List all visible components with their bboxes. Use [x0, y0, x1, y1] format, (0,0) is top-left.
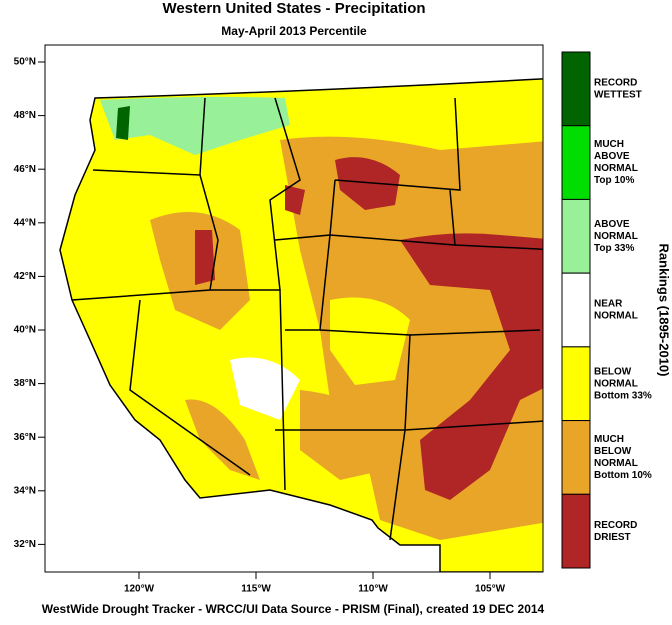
- legend-label: Top 10%: [594, 175, 634, 186]
- legend-label: MUCH: [594, 139, 624, 150]
- legend-swatch: [561, 125, 591, 200]
- legend-swatch: [561, 420, 591, 495]
- lat-label: 34°N: [14, 485, 36, 496]
- legend-label: Bottom 33%: [594, 390, 652, 401]
- legend-label: BELOW: [594, 366, 632, 377]
- legend-label: NEAR: [594, 299, 623, 310]
- lon-label: 105°W: [475, 584, 506, 595]
- lat-label: 38°N: [14, 378, 36, 389]
- subtitle: May-April 2013 Percentile: [221, 24, 367, 38]
- legend-title: Rankings (1895-2010): [657, 244, 672, 377]
- legend-label: WETTEST: [594, 89, 642, 100]
- footer: WestWide Drought Tracker - WRCC/UI Data …: [42, 602, 545, 616]
- legend-label: NORMAL: [594, 231, 638, 242]
- title: Western United States - Precipitation: [162, 0, 425, 17]
- lat-label: 46°N: [14, 164, 36, 175]
- legend-label: RECORD: [594, 520, 637, 531]
- legend-label: MUCH: [594, 434, 624, 445]
- legend-swatch: [561, 51, 591, 127]
- lon-label: 110°W: [358, 584, 388, 595]
- legend-label: Top 33%: [594, 243, 634, 254]
- legend-label: NORMAL: [594, 311, 638, 322]
- legend-label: NORMAL: [594, 163, 638, 174]
- legend-swatch: [561, 493, 591, 569]
- legend-label: ABOVE: [594, 151, 630, 162]
- lat-label: 40°N: [14, 325, 36, 336]
- legend-label: BELOW: [594, 446, 632, 457]
- lat-label: 32°N: [14, 539, 36, 550]
- lon-label: 115°W: [241, 584, 271, 595]
- legend-swatch: [561, 272, 591, 348]
- legend-label: DRIEST: [594, 532, 631, 543]
- legend-label: NORMAL: [594, 378, 638, 389]
- map-frame: [44, 44, 544, 573]
- legend-label: RECORD: [594, 77, 637, 88]
- legend-swatch: [561, 346, 591, 422]
- legend-label: Bottom 10%: [594, 470, 652, 481]
- lat-label: 48°N: [14, 110, 36, 121]
- lat-label: 42°N: [14, 271, 36, 282]
- map: [45, 45, 543, 572]
- legend-label: ABOVE: [594, 219, 630, 230]
- lon-label: 120°W: [124, 584, 155, 595]
- legend-label: NORMAL: [594, 458, 638, 469]
- lat-label: 50°N: [14, 57, 36, 68]
- legend-swatch: [561, 198, 591, 274]
- lat-label: 44°N: [14, 217, 36, 228]
- lat-label: 36°N: [14, 432, 36, 443]
